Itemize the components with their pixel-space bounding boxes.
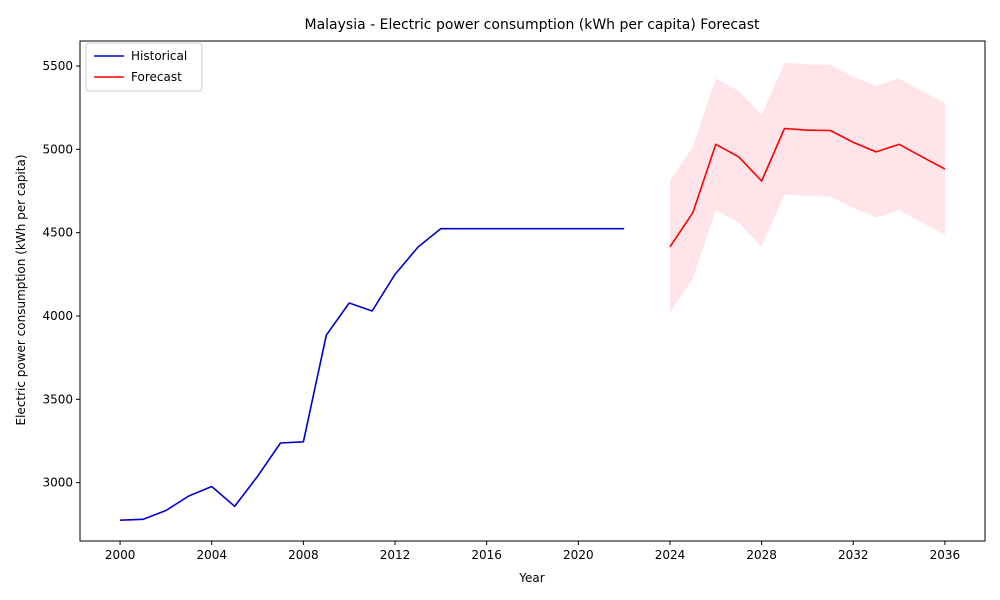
x-tick-label-2000: 2000 <box>105 548 136 562</box>
x-tick-label-2024: 2024 <box>655 548 686 562</box>
y-tick-label-3500: 3500 <box>42 392 73 406</box>
y-tick-label-5500: 5500 <box>42 59 73 73</box>
series-lines-layer <box>120 127 946 521</box>
y-tick-label-5000: 5000 <box>42 142 73 156</box>
x-tick-label-2016: 2016 <box>471 548 502 562</box>
forecast-series-line <box>669 127 946 248</box>
x-axis-label: Year <box>518 571 544 585</box>
y-tick-label-3000: 3000 <box>42 476 73 490</box>
y-tick-label-4500: 4500 <box>42 226 73 240</box>
chart-title: Malaysia - Electric power consumption (k… <box>305 17 760 33</box>
plot-frame <box>79 40 986 542</box>
historical-series-line <box>120 227 625 521</box>
y-tick-label-4000: 4000 <box>42 309 73 323</box>
legend-label-forecast: Forecast <box>131 70 182 84</box>
x-tick-label-2028: 2028 <box>746 548 777 562</box>
legend: Historical Forecast <box>85 42 203 92</box>
x-tick-label-2032: 2032 <box>838 548 869 562</box>
x-tick-label-2036: 2036 <box>930 548 961 562</box>
x-tick-label-2020: 2020 <box>563 548 594 562</box>
x-tick-label-2008: 2008 <box>288 548 319 562</box>
y-axis-label: Electric power consumption (kWh per capi… <box>14 154 28 425</box>
y-axis: 3000 3500 4000 4500 5000 5500 <box>42 59 80 490</box>
legend-label-historical: Historical <box>131 49 187 63</box>
forecast-confidence-band-layer <box>669 62 945 313</box>
x-tick-label-2012: 2012 <box>380 548 411 562</box>
x-tick-label-2004: 2004 <box>196 548 227 562</box>
forecast-confidence-band <box>669 62 945 313</box>
x-axis: 2000 2004 2008 2012 2016 2020 2024 2028 2032 2036 <box>105 541 960 562</box>
legend-frame <box>85 42 203 92</box>
